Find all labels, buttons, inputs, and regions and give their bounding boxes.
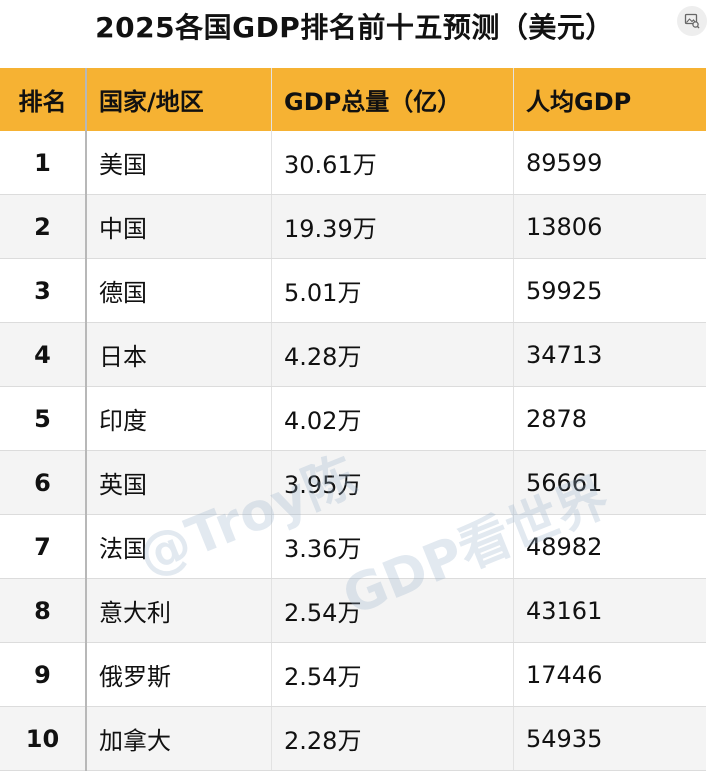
cell-country: 美国 (86, 131, 272, 195)
cell-rank: 3 (0, 258, 87, 323)
cell-gdp: 2.54万 (271, 642, 514, 707)
header-country: 国家/地区 (86, 68, 272, 131)
cell-per-capita: 89599 (513, 131, 706, 195)
table-row: 2 中国 19.39万 13806 (0, 194, 706, 259)
cell-gdp: 3.95万 (271, 450, 514, 515)
cell-gdp: 5.01万 (271, 258, 514, 323)
table-header-row: 排名 国家/地区 GDP总量（亿） 人均GDP (0, 68, 706, 131)
table-row: 1 美国 30.61万 89599 (0, 131, 706, 195)
table-row: 10 加拿大 2.28万 54935 (0, 706, 706, 771)
cell-country: 印度 (86, 386, 272, 451)
cell-per-capita: 34713 (513, 322, 706, 387)
cell-country: 俄罗斯 (86, 642, 272, 707)
cell-per-capita: 2878 (513, 386, 706, 451)
cell-gdp: 2.28万 (271, 706, 514, 771)
cell-per-capita: 17446 (513, 642, 706, 707)
cell-gdp: 2.54万 (271, 578, 514, 643)
cell-country: 德国 (86, 258, 272, 323)
cell-per-capita: 13806 (513, 194, 706, 259)
image-search-icon (684, 13, 700, 29)
header-gdp: GDP总量（亿） (271, 68, 514, 131)
gdp-ranking-table: 排名 国家/地区 GDP总量（亿） 人均GDP 1 美国 30.61万 8959… (0, 68, 706, 771)
cell-per-capita: 59925 (513, 258, 706, 323)
table-row: 9 俄罗斯 2.54万 17446 (0, 642, 706, 707)
cell-gdp: 30.61万 (271, 131, 514, 195)
cell-gdp: 3.36万 (271, 514, 514, 579)
table-row: 8 意大利 2.54万 43161 (0, 578, 706, 643)
table-row: 3 德国 5.01万 59925 (0, 258, 706, 323)
cell-per-capita: 43161 (513, 578, 706, 643)
gdp-ranking-table-container: 排名 国家/地区 GDP总量（亿） 人均GDP 1 美国 30.61万 8959… (0, 68, 706, 771)
cell-rank: 8 (0, 578, 87, 643)
cell-per-capita: 48982 (513, 514, 706, 579)
cell-rank: 7 (0, 514, 87, 579)
cell-rank: 2 (0, 194, 87, 259)
cell-country: 日本 (86, 322, 272, 387)
table-row: 6 英国 3.95万 56661 (0, 450, 706, 515)
cell-per-capita: 54935 (513, 706, 706, 771)
cell-rank: 4 (0, 322, 87, 387)
header-rank: 排名 (0, 68, 87, 131)
image-search-button[interactable] (677, 6, 707, 36)
cell-country: 法国 (86, 514, 272, 579)
cell-gdp: 4.28万 (271, 322, 514, 387)
table-row: 5 印度 4.02万 2878 (0, 386, 706, 451)
cell-per-capita: 56661 (513, 450, 706, 515)
cell-rank: 10 (0, 706, 87, 771)
cell-country: 英国 (86, 450, 272, 515)
cell-rank: 5 (0, 386, 87, 451)
cell-rank: 1 (0, 131, 87, 195)
page-title: 2025各国GDP排名前十五预测（美元） (95, 11, 614, 44)
table-row: 7 法国 3.36万 48982 (0, 514, 706, 579)
cell-country: 中国 (86, 194, 272, 259)
cell-gdp: 19.39万 (271, 194, 514, 259)
cell-gdp: 4.02万 (271, 386, 514, 451)
table-row: 4 日本 4.28万 34713 (0, 322, 706, 387)
header-per-capita: 人均GDP (513, 68, 706, 131)
cell-country: 加拿大 (86, 706, 272, 771)
cell-rank: 6 (0, 450, 87, 515)
cell-country: 意大利 (86, 578, 272, 643)
cell-rank: 9 (0, 642, 87, 707)
